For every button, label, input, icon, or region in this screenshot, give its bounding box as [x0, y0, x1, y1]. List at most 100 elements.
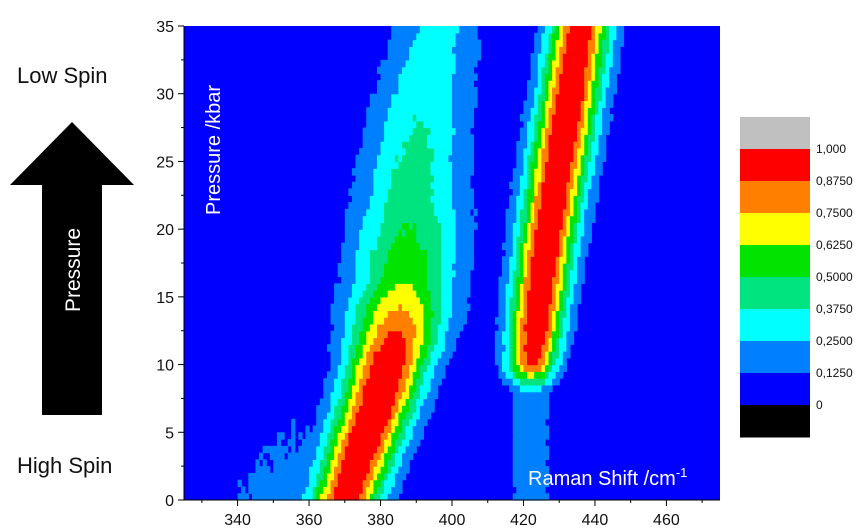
heatmap-cell	[412, 344, 417, 352]
heatmap-cell	[419, 141, 425, 149]
heatmap-cell	[559, 120, 564, 129]
heatmap-cell	[598, 66, 603, 74]
heatmap-cell	[369, 195, 374, 203]
heatmap-cell	[534, 290, 539, 298]
heatmap-cell	[426, 39, 432, 47]
heatmap-cell	[548, 26, 553, 34]
heatmap-cell	[351, 323, 357, 332]
heatmap-cell	[505, 269, 510, 278]
heatmap-cell	[341, 479, 346, 488]
heatmap-cell	[527, 134, 532, 142]
heatmap-cell	[434, 53, 439, 61]
heatmap-cell	[509, 222, 514, 230]
heatmap-cell	[394, 330, 399, 339]
heatmap-cell	[441, 202, 446, 210]
heatmap-cell	[437, 290, 442, 298]
heatmap-cell	[512, 181, 517, 190]
heatmap-cell	[462, 66, 467, 74]
heatmap-cell	[337, 371, 342, 379]
heatmap-cell	[434, 161, 439, 169]
heatmap-cell	[323, 398, 328, 406]
heatmap-cell	[455, 107, 460, 115]
heatmap-cell	[494, 317, 500, 325]
heatmap-cell	[416, 337, 421, 345]
heatmap-cell	[412, 296, 417, 305]
heatmap-cell	[577, 161, 582, 169]
heatmap-cell	[509, 364, 514, 372]
heatmap-cell	[412, 53, 417, 61]
heatmap-cell	[330, 432, 335, 440]
heatmap-cell	[373, 493, 378, 501]
heatmap-cell	[437, 181, 442, 190]
heatmap-cell	[562, 229, 567, 237]
heatmap-cell	[580, 73, 585, 81]
heatmap-cell	[384, 303, 389, 311]
heatmap-cell	[512, 411, 517, 420]
heatmap-cell	[548, 384, 553, 393]
heatmap-cell	[409, 384, 414, 393]
heatmap-cell	[562, 161, 567, 169]
heatmap-cell	[527, 114, 532, 122]
heatmap-cell	[398, 432, 403, 440]
heatmap-cell	[376, 188, 382, 196]
heatmap-cell	[459, 256, 464, 264]
heatmap-cell	[505, 235, 510, 244]
heatmap-cell	[505, 263, 510, 271]
heatmap-cell	[294, 452, 299, 460]
heatmap-cell	[448, 256, 453, 264]
heatmap-cell	[537, 276, 542, 284]
heatmap-cell	[573, 249, 578, 257]
heatmap-cell	[362, 181, 367, 190]
heatmap-cell	[502, 317, 507, 325]
heatmap-cell	[384, 80, 389, 88]
heatmap-cell	[334, 486, 339, 494]
heatmap-cell	[437, 276, 442, 284]
heatmap-cell	[452, 337, 457, 345]
heatmap-cell	[537, 317, 542, 325]
heatmap-cell	[376, 391, 382, 400]
heatmap-cell	[398, 459, 403, 467]
heatmap-cell	[591, 181, 596, 190]
heatmap-cell	[387, 317, 392, 325]
heatmap-cell	[512, 202, 517, 210]
heatmap-cell	[423, 317, 428, 325]
heatmap-cell	[387, 222, 392, 230]
heatmap-cell	[462, 283, 467, 291]
heatmap-cell	[405, 303, 410, 311]
heatmap-cell	[423, 378, 428, 386]
heatmap-cell	[351, 357, 357, 366]
heatmap-cell	[384, 174, 389, 183]
heatmap-cell	[469, 222, 475, 230]
heatmap-cell	[398, 371, 403, 379]
heatmap-cell	[523, 452, 528, 460]
heatmap-cell	[537, 141, 542, 149]
heatmap-cell	[455, 215, 460, 223]
heatmap-cell	[591, 73, 596, 81]
heatmap-cell	[362, 296, 367, 305]
heatmap-cell	[441, 242, 446, 251]
heatmap-cell	[430, 86, 435, 95]
heatmap-cell	[316, 452, 321, 460]
heatmap-cell	[423, 263, 428, 271]
heatmap-cell	[530, 154, 535, 163]
heatmap-cell	[519, 263, 525, 271]
heatmap-cell	[462, 310, 467, 318]
heatmap-cell	[384, 276, 389, 284]
heatmap-cell	[384, 188, 389, 196]
heatmap-cell	[537, 296, 542, 305]
heatmap-cell	[387, 66, 392, 74]
heatmap-cell	[537, 161, 542, 169]
heatmap-cell	[359, 452, 364, 460]
colorbar-swatch	[740, 213, 810, 246]
heatmap-cell	[530, 127, 535, 135]
heatmap-cell	[298, 445, 303, 454]
heatmap-cell	[384, 181, 389, 190]
heatmap-cell	[266, 493, 271, 501]
heatmap-cell	[405, 296, 410, 305]
heatmap-cell	[519, 317, 525, 325]
heatmap-cell	[348, 249, 353, 257]
heatmap-cell	[452, 249, 457, 257]
heatmap-cell	[376, 371, 382, 379]
heatmap-cell	[544, 317, 550, 325]
heatmap-cell	[416, 256, 421, 264]
